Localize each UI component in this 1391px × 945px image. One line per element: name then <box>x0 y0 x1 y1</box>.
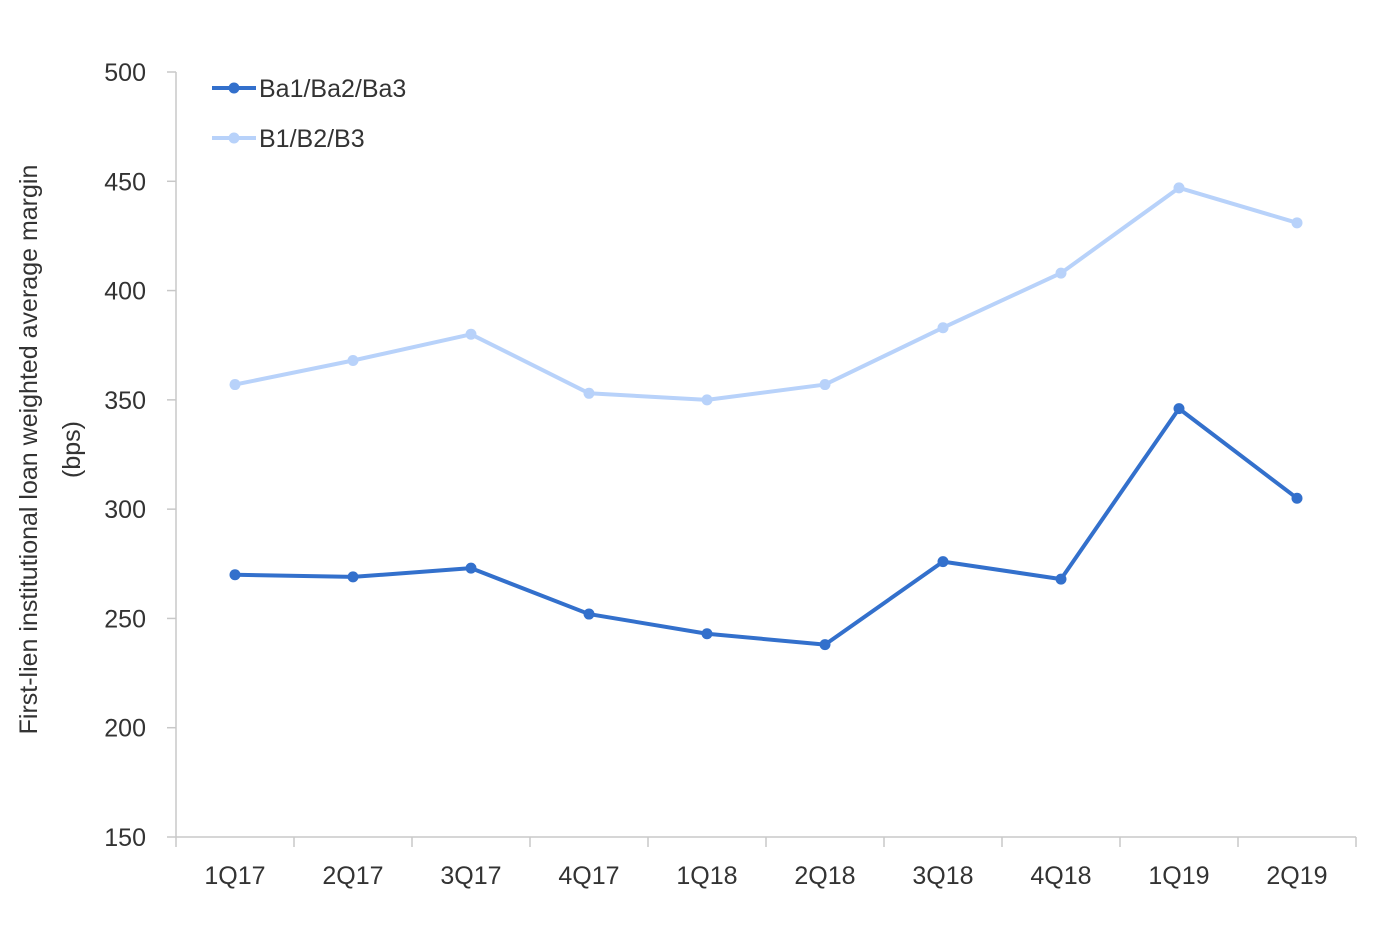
x-tick-label: 4Q18 <box>1030 862 1091 890</box>
x-tick-label: 3Q18 <box>912 862 973 890</box>
legend-label: Ba1/Ba2/Ba3 <box>259 75 406 103</box>
legend: Ba1/Ba2/Ba3 B1/B2/B3 <box>212 75 406 153</box>
x-tick-label: 1Q18 <box>676 862 737 890</box>
y-tick-label: 400 <box>104 278 146 306</box>
data-point <box>1055 573 1067 585</box>
x-axis-ticks: 1Q17 2Q17 3Q17 4Q17 1Q18 2Q18 3Q18 4Q18 1Q19 2Q19 <box>175 837 1357 890</box>
data-point <box>701 394 713 406</box>
legend-item: Ba1/Ba2/Ba3 <box>212 75 406 103</box>
x-tick-label: 2Q17 <box>322 862 383 890</box>
data-point <box>819 379 831 391</box>
data-point <box>465 562 477 574</box>
x-tick-label: 1Q17 <box>204 862 265 890</box>
data-point <box>229 379 241 391</box>
data-point <box>1173 182 1185 194</box>
data-point <box>583 608 595 620</box>
x-tick-label: 3Q17 <box>440 862 501 890</box>
series-1 <box>229 182 1303 406</box>
legend-swatch-marker <box>228 132 240 144</box>
data-point <box>937 556 949 568</box>
y-tick-label: 500 <box>104 59 146 87</box>
legend-swatch-marker <box>228 82 240 94</box>
y-tick-label: 200 <box>104 715 146 743</box>
data-point <box>1291 217 1303 229</box>
data-point <box>347 355 359 367</box>
y-tick-label: 350 <box>104 387 146 415</box>
data-point <box>1173 403 1185 415</box>
data-point <box>583 387 595 399</box>
x-tick-label: 1Q19 <box>1148 862 1209 890</box>
y-tick-label: 450 <box>104 168 146 196</box>
data-point <box>819 639 831 651</box>
series-line <box>234 406 1299 647</box>
y-axis-title-line-2: (bps) <box>58 421 86 478</box>
data-point <box>347 571 359 583</box>
data-point <box>701 628 713 640</box>
data-point <box>1055 267 1067 279</box>
y-tick-label: 250 <box>104 605 146 633</box>
legend-item: B1/B2/B3 <box>212 125 365 153</box>
x-tick-label: 2Q19 <box>1266 862 1327 890</box>
y-tick-label: 300 <box>104 496 146 524</box>
data-point <box>1291 492 1303 504</box>
data-point <box>229 569 241 581</box>
y-tick-label: 150 <box>104 824 146 852</box>
y-axis-ticks: 150 200 250 300 350 400 450 500 <box>104 59 176 852</box>
x-tick-label: 2Q18 <box>794 862 855 890</box>
y-axis-title-line-1: First-lien institutional loan weighted a… <box>15 165 43 735</box>
data-point <box>937 322 949 334</box>
series-line <box>234 185 1298 402</box>
legend-label: B1/B2/B3 <box>259 125 365 153</box>
series-layer <box>229 182 1303 651</box>
series-0 <box>229 403 1303 651</box>
x-tick-label: 4Q17 <box>558 862 619 890</box>
data-point <box>465 328 477 340</box>
